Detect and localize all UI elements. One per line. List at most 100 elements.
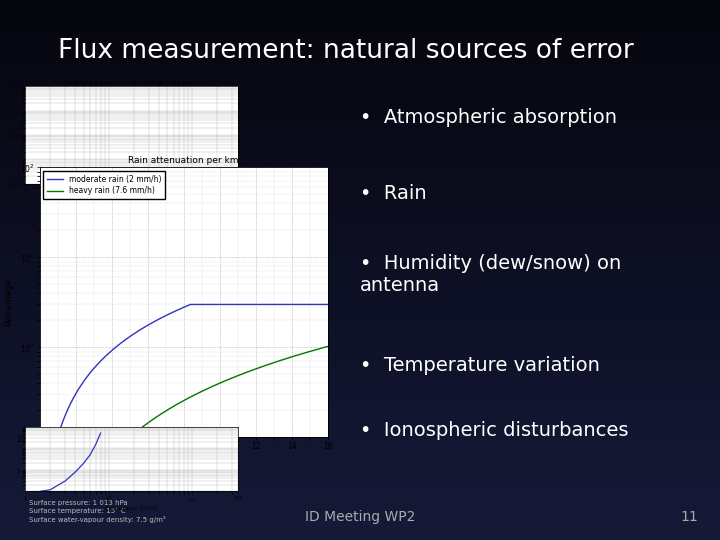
- Bar: [0, 5, 720, 8]
- heavy rain (7.6 mm/h): [210, 382, 218, 389]
- Bar: [0, 221, 720, 224]
- heavy rain (7.6 mm/h): [297, 350, 306, 357]
- Bar: [0, 202, 720, 205]
- Bar: [0, 67, 720, 70]
- Bar: [0, 240, 720, 243]
- Bar: [0, 348, 720, 351]
- Bar: [0, 429, 720, 432]
- Bar: [0, 207, 720, 211]
- Bar: [0, 450, 720, 454]
- Text: •  Atmospheric absorption: • Atmospheric absorption: [360, 108, 617, 127]
- Text: 11: 11: [680, 510, 698, 524]
- Bar: [0, 180, 720, 184]
- Bar: [0, 437, 720, 440]
- Bar: [0, 59, 720, 62]
- Bar: [0, 99, 720, 103]
- Line: moderate rain (2 mm/h): moderate rain (2 mm/h): [49, 305, 328, 437]
- Bar: [0, 440, 720, 443]
- Bar: [0, 170, 720, 173]
- Bar: [0, 534, 720, 537]
- Bar: [0, 226, 720, 230]
- Bar: [0, 467, 720, 470]
- Bar: [0, 399, 720, 402]
- heavy rain (7.6 mm/h): [210, 382, 219, 389]
- Bar: [0, 458, 720, 462]
- Bar: [0, 10, 720, 14]
- Bar: [0, 21, 720, 24]
- Bar: [0, 224, 720, 227]
- Bar: [0, 48, 720, 51]
- Bar: [0, 305, 720, 308]
- Bar: [0, 396, 720, 400]
- Bar: [0, 288, 720, 292]
- Bar: [0, 342, 720, 346]
- Bar: [0, 245, 720, 248]
- Bar: [0, 313, 720, 316]
- Bar: [0, 472, 720, 475]
- Bar: [0, 296, 720, 300]
- Bar: [0, 35, 720, 38]
- Y-axis label: Percentage: Percentage: [4, 279, 13, 326]
- Bar: [0, 418, 720, 421]
- Bar: [0, 210, 720, 213]
- Text: Surface temperature: 15° C: Surface temperature: 15° C: [29, 508, 125, 514]
- Bar: [0, 153, 720, 157]
- Bar: [0, 332, 720, 335]
- Bar: [0, 404, 720, 408]
- Bar: [0, 410, 720, 413]
- Bar: [0, 442, 720, 446]
- Bar: [0, 510, 720, 513]
- Text: Flux measurement: natural sources of error: Flux measurement: natural sources of err…: [58, 38, 634, 64]
- Bar: [0, 380, 720, 383]
- Bar: [0, 43, 720, 46]
- Bar: [0, 45, 720, 49]
- Bar: [0, 307, 720, 310]
- Bar: [0, 156, 720, 159]
- Bar: [0, 461, 720, 464]
- Bar: [0, 24, 720, 27]
- Bar: [0, 367, 720, 370]
- Bar: [0, 234, 720, 238]
- Bar: [0, 353, 720, 356]
- Title: Rain attenuation per km: Rain attenuation per km: [128, 156, 239, 165]
- Bar: [0, 329, 720, 332]
- Bar: [0, 318, 720, 321]
- Bar: [0, 0, 720, 3]
- Bar: [0, 375, 720, 378]
- Bar: [0, 269, 720, 273]
- Bar: [0, 89, 720, 92]
- Bar: [0, 53, 720, 57]
- Bar: [0, 415, 720, 418]
- Bar: [0, 499, 720, 502]
- Bar: [0, 32, 720, 35]
- Bar: [0, 145, 720, 149]
- Bar: [0, 213, 720, 216]
- Bar: [0, 388, 720, 392]
- Bar: [0, 172, 720, 176]
- Bar: [0, 129, 720, 132]
- Bar: [0, 491, 720, 494]
- Text: •  Temperature variation: • Temperature variation: [360, 356, 600, 375]
- Bar: [0, 16, 720, 19]
- Bar: [0, 334, 720, 338]
- Text: Surface pressure: 1 013 hPa: Surface pressure: 1 013 hPa: [29, 500, 127, 505]
- moderate rain (2 mm/h): [216, 301, 225, 308]
- Bar: [0, 526, 720, 529]
- Bar: [0, 151, 720, 154]
- Bar: [0, 188, 720, 192]
- Bar: [0, 434, 720, 437]
- Bar: [0, 62, 720, 65]
- Bar: [0, 278, 720, 281]
- Bar: [0, 364, 720, 367]
- Bar: [0, 361, 720, 365]
- Bar: [0, 51, 720, 54]
- Bar: [0, 175, 720, 178]
- heavy rain (7.6 mm/h): [215, 380, 224, 387]
- Bar: [0, 191, 720, 194]
- Bar: [0, 140, 720, 143]
- Bar: [0, 253, 720, 256]
- Bar: [0, 218, 720, 221]
- Bar: [0, 37, 720, 40]
- Bar: [0, 40, 720, 43]
- Bar: [0, 310, 720, 313]
